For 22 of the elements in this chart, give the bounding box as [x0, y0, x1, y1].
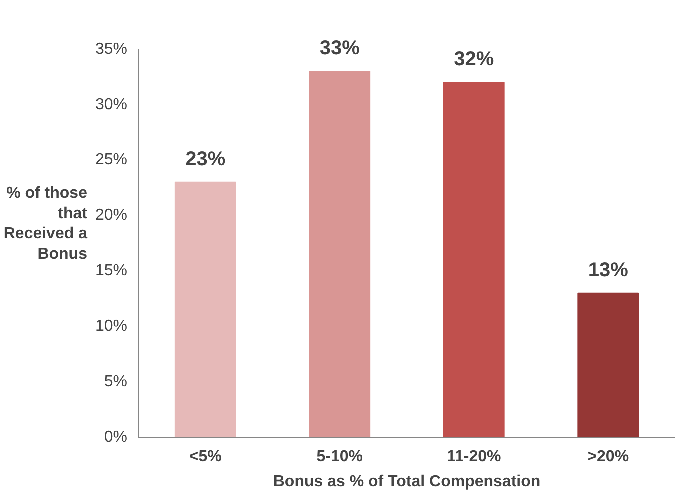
y-tick-label: 30% — [95, 96, 128, 114]
y-tick-label: 0% — [104, 429, 128, 446]
data-label: 33% — [320, 38, 360, 60]
y-tick-label: 35% — [95, 40, 128, 58]
x-tick-label: 5-10% — [316, 448, 363, 466]
x-tick-label: 11-20% — [446, 448, 502, 466]
x-tick-label: >20% — [588, 448, 630, 466]
bar — [443, 82, 505, 438]
y-tick-label: 5% — [104, 374, 128, 391]
bar — [174, 182, 236, 438]
y-tick-label: 10% — [95, 318, 128, 336]
y-tick-label: 25% — [95, 152, 128, 169]
y-tick-label: 20% — [95, 207, 128, 224]
y-tick-label: 15% — [95, 262, 128, 280]
x-axis-title: Bonus as % of Total Compensation — [273, 474, 541, 490]
data-label: 32% — [454, 48, 494, 71]
bar — [309, 71, 371, 438]
data-label: 23% — [186, 148, 226, 170]
x-tick-label: <5% — [189, 448, 222, 466]
data-label: 13% — [588, 259, 629, 282]
bar — [578, 292, 640, 438]
y-axis-title: % of those that Received a Bonus — [4, 184, 88, 264]
